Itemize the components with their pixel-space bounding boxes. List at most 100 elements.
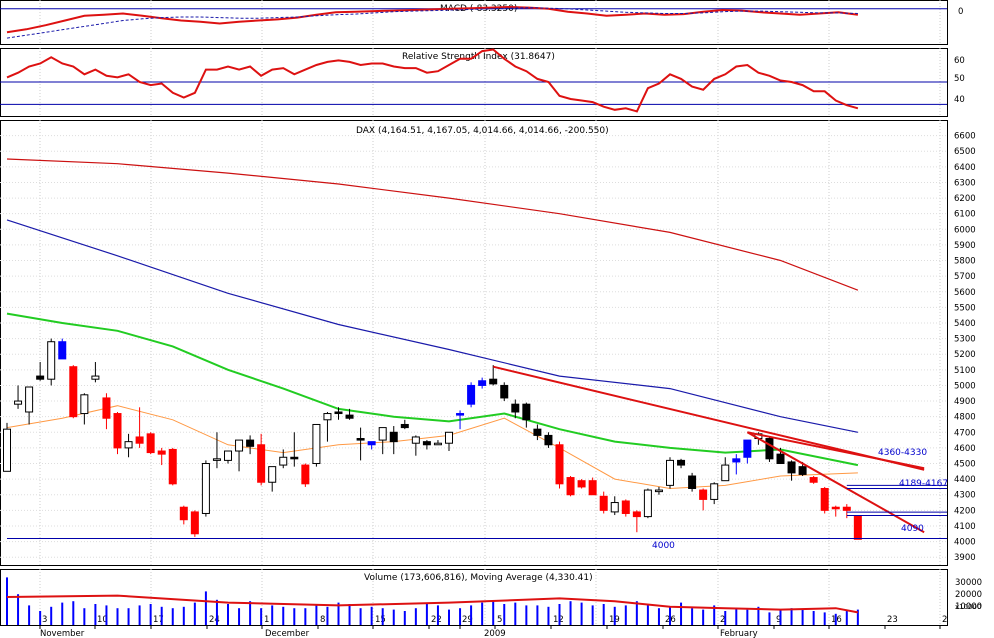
price-y-tick: 5800: [954, 257, 976, 267]
candle-body: [268, 466, 277, 483]
volume-y-tick: 30000: [955, 578, 982, 588]
x-tick-label: 29: [462, 615, 473, 625]
candle-body: [212, 458, 221, 461]
candle-body: [721, 464, 730, 482]
candle-body: [643, 489, 652, 518]
price-y-tick: 5100: [954, 366, 976, 376]
price-title: DAX (4,164.51, 4,167.05, 4,014.66, 4,014…: [356, 126, 609, 136]
price-y-tick: 5700: [954, 272, 976, 282]
candle-body: [544, 434, 553, 446]
rsi-y-tick: 60: [954, 56, 965, 66]
candle-body: [36, 375, 45, 380]
candle-body: [533, 428, 542, 436]
x-tick-label: 22: [431, 615, 442, 625]
macd-line: [6, 5, 859, 34]
candle-body: [820, 487, 829, 511]
candle-body: [411, 436, 420, 444]
candle-body: [367, 441, 376, 446]
candle-body: [279, 456, 288, 466]
macd-y-tick: 0: [958, 7, 963, 17]
candle-body: [69, 366, 78, 418]
candle-body: [688, 475, 697, 489]
candle-body: [842, 506, 851, 511]
candle-body: [323, 413, 332, 421]
candle-body: [334, 411, 343, 415]
candle-body: [621, 500, 630, 514]
candle-body: [378, 427, 387, 441]
x-month-label: February: [720, 629, 758, 638]
x-month-label: November: [40, 629, 85, 638]
price-y-tick: 5900: [954, 241, 976, 251]
volume-y-tick: 20000: [955, 590, 982, 600]
x-tick-label: 3: [42, 615, 47, 625]
x-tick-label: 23: [887, 615, 898, 625]
price-y-tick: 5500: [954, 303, 976, 313]
candle-body: [25, 386, 34, 413]
candle-body: [422, 441, 431, 446]
candle-body: [47, 341, 56, 380]
candle-body: [157, 450, 166, 455]
x-tick-label: 2: [942, 615, 947, 625]
x-tick-label: 24: [209, 615, 220, 625]
candle-body: [246, 439, 255, 447]
price-y-tick: 6400: [954, 163, 976, 173]
candle-body: [345, 414, 354, 419]
ma200-line: [6, 158, 859, 291]
moving-averages: [6, 158, 859, 490]
ma20-line: [6, 405, 858, 490]
price-y-tick: 4300: [954, 491, 976, 501]
candle-body: [124, 441, 133, 449]
candle-body: [677, 459, 686, 466]
candle-body: [577, 480, 586, 488]
volume-bars: [6, 577, 859, 625]
volume-y-tick: 10000: [955, 602, 982, 612]
x-tick-label: 2: [720, 615, 725, 625]
candle-body: [201, 463, 210, 514]
price-y-tick: 6200: [954, 194, 976, 204]
price-y-tick: 5600: [954, 288, 976, 298]
candle-body: [610, 502, 619, 513]
volume-scale-note: x10000: [955, 603, 981, 611]
price-y-tick: 5200: [954, 350, 976, 360]
price-y-tick: 6300: [954, 178, 976, 188]
price-y-tick: 3900: [954, 553, 976, 563]
macd-signal-line: [6, 7, 858, 39]
candle-body: [831, 506, 840, 510]
candle-body: [135, 436, 144, 444]
candle-body: [710, 483, 719, 500]
candle-body: [224, 450, 232, 461]
x-tick-label: 17: [153, 615, 164, 625]
candle-body: [654, 489, 663, 493]
candle-body: [522, 403, 531, 421]
candle-body: [168, 448, 177, 485]
candle-body: [235, 439, 244, 452]
volume-title: Volume (173,606,816), Moving Average (4,…: [364, 573, 593, 583]
price-y-tick: 4600: [954, 444, 976, 454]
trendline: [747, 431, 925, 470]
candle-body: [853, 515, 862, 540]
price-y-tick: 6500: [954, 147, 976, 157]
x-tick-label: 15: [375, 615, 386, 625]
candle-body: [190, 511, 199, 535]
candle-body: [699, 489, 708, 500]
candle-body: [58, 341, 67, 360]
candle-body: [599, 495, 608, 511]
macd-title: MACD (-83.3250): [440, 4, 517, 14]
price-y-tick: 6000: [954, 225, 976, 235]
candle-body: [179, 506, 188, 521]
price-pane-frame: [0, 120, 948, 566]
price-y-tick: 6600: [954, 132, 976, 142]
price-y-tick: 4000: [954, 538, 976, 548]
rsi-y-tick: 50: [954, 74, 965, 84]
candle-body: [301, 464, 310, 485]
candle-body: [511, 403, 520, 413]
price-y-tick: 4200: [954, 506, 976, 516]
level-label-4360-4330: 4360-4330: [878, 448, 927, 458]
candle-body: [743, 439, 752, 458]
pane-frames: [0, 0, 948, 626]
candle-body: [776, 453, 785, 465]
candle-body: [91, 375, 100, 380]
candle-body: [765, 438, 774, 460]
ma100-line: [6, 219, 859, 433]
